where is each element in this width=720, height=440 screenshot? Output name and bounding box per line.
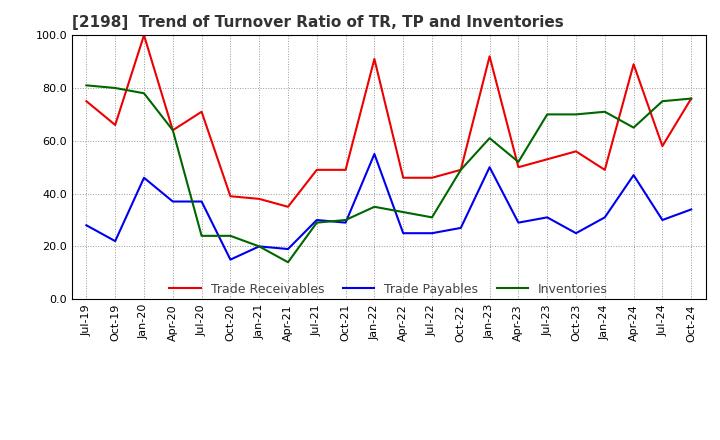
Trade Payables [514, 220, 523, 225]
Trade Payables [168, 199, 177, 204]
Trade Payables [428, 231, 436, 236]
Inventories [658, 99, 667, 104]
Trade Receivables [456, 167, 465, 172]
Inventories [226, 233, 235, 238]
Inventories [111, 85, 120, 91]
Trade Receivables [687, 96, 696, 101]
Inventories [284, 260, 292, 265]
Inventories [485, 136, 494, 141]
Trade Receivables [600, 167, 609, 172]
Inventories [428, 215, 436, 220]
Trade Receivables [226, 194, 235, 199]
Line: Trade Receivables: Trade Receivables [86, 35, 691, 207]
Trade Receivables [140, 33, 148, 38]
Trade Receivables [341, 167, 350, 172]
Inventories [456, 167, 465, 172]
Trade Receivables [629, 62, 638, 67]
Legend: Trade Receivables, Trade Payables, Inventories: Trade Receivables, Trade Payables, Inven… [169, 282, 608, 296]
Trade Payables [629, 172, 638, 178]
Trade Payables [284, 246, 292, 252]
Inventories [543, 112, 552, 117]
Trade Payables [658, 217, 667, 223]
Inventories [312, 220, 321, 225]
Trade Receivables [312, 167, 321, 172]
Inventories [82, 83, 91, 88]
Trade Receivables [572, 149, 580, 154]
Trade Receivables [111, 122, 120, 128]
Inventories [572, 112, 580, 117]
Inventories [341, 217, 350, 223]
Trade Payables [687, 207, 696, 212]
Inventories [629, 125, 638, 130]
Trade Payables [600, 215, 609, 220]
Trade Payables [140, 175, 148, 180]
Trade Receivables [168, 128, 177, 133]
Trade Payables [82, 223, 91, 228]
Trade Payables [456, 225, 465, 231]
Trade Receivables [485, 54, 494, 59]
Trade Payables [399, 231, 408, 236]
Inventories [514, 159, 523, 165]
Trade Payables [312, 217, 321, 223]
Line: Inventories: Inventories [86, 85, 691, 262]
Inventories [370, 204, 379, 209]
Inventories [255, 244, 264, 249]
Inventories [600, 109, 609, 114]
Trade Receivables [514, 165, 523, 170]
Trade Payables [197, 199, 206, 204]
Trade Receivables [399, 175, 408, 180]
Inventories [399, 209, 408, 215]
Trade Receivables [658, 143, 667, 149]
Trade Payables [255, 244, 264, 249]
Line: Trade Payables: Trade Payables [86, 154, 691, 260]
Trade Payables [485, 165, 494, 170]
Trade Payables [370, 151, 379, 157]
Trade Receivables [370, 56, 379, 62]
Trade Receivables [82, 99, 91, 104]
Text: [2198]  Trend of Turnover Ratio of TR, TP and Inventories: [2198] Trend of Turnover Ratio of TR, TP… [72, 15, 564, 30]
Inventories [197, 233, 206, 238]
Trade Receivables [197, 109, 206, 114]
Trade Payables [572, 231, 580, 236]
Inventories [140, 91, 148, 96]
Trade Receivables [284, 204, 292, 209]
Trade Receivables [428, 175, 436, 180]
Trade Payables [111, 238, 120, 244]
Trade Receivables [543, 157, 552, 162]
Trade Payables [226, 257, 235, 262]
Trade Payables [543, 215, 552, 220]
Trade Receivables [255, 196, 264, 202]
Inventories [687, 96, 696, 101]
Trade Payables [341, 220, 350, 225]
Inventories [168, 128, 177, 133]
